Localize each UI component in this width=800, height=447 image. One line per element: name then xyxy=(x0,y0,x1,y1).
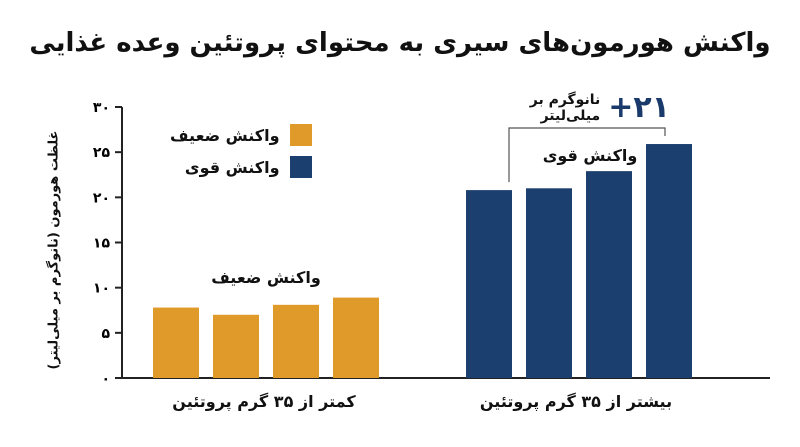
weak-group-annotation: واکنش ضعیف xyxy=(211,268,321,287)
y-tick-label: ۵ xyxy=(101,326,110,342)
bar-weak xyxy=(273,304,319,378)
bar-strong xyxy=(466,190,512,378)
y-tick-label: ۰ xyxy=(101,371,110,387)
y-tick-label: ۱۰ xyxy=(93,281,110,297)
bar-strong xyxy=(586,171,632,378)
y-tick-label: ۲۰ xyxy=(93,190,110,206)
bars xyxy=(153,144,692,378)
category-label-low-protein: کمتر از ۳۵ گرم پروتئین xyxy=(172,392,356,411)
legend-swatch-weak xyxy=(289,124,312,146)
category-label-high-protein: بیشتر از ۳۵ گرم پروتئین xyxy=(479,392,673,411)
delta-value: +۲۱ xyxy=(608,90,670,125)
legend-label-weak: واکنش ضعیف xyxy=(170,125,280,145)
legend-swatch-strong xyxy=(289,156,312,178)
delta-unit: نانوگرم بر میلی‌لیتر xyxy=(529,91,601,124)
y-ticks: ۰ ۵ ۱۰ ۱۵ ۲۰ ۲۵ ۳۰ xyxy=(93,100,122,387)
bar-strong xyxy=(646,144,692,378)
legend: واکنش ضعیف واکنش قوی xyxy=(170,124,312,188)
bar-weak xyxy=(153,307,199,378)
y-tick-label: ۳۰ xyxy=(93,100,110,116)
y-tick-label: ۱۵ xyxy=(93,236,111,252)
delta-annotation: نانوگرم بر میلی‌لیتر +۲۱ xyxy=(470,90,670,125)
y-tick-label: ۲۵ xyxy=(93,145,111,161)
chart-title: واکنش هورمون‌های سیری به محتوای پروتئین … xyxy=(29,28,771,58)
legend-item-weak: واکنش ضعیف xyxy=(170,124,312,146)
delta-bracket xyxy=(508,127,666,183)
bar-weak xyxy=(333,297,379,378)
bar-strong xyxy=(526,188,572,378)
strong-group-annotation: واکنش قوی xyxy=(542,146,638,165)
bar-weak xyxy=(213,314,259,378)
legend-item-strong: واکنش قوی xyxy=(170,156,312,178)
legend-label-strong: واکنش قوی xyxy=(184,157,280,177)
